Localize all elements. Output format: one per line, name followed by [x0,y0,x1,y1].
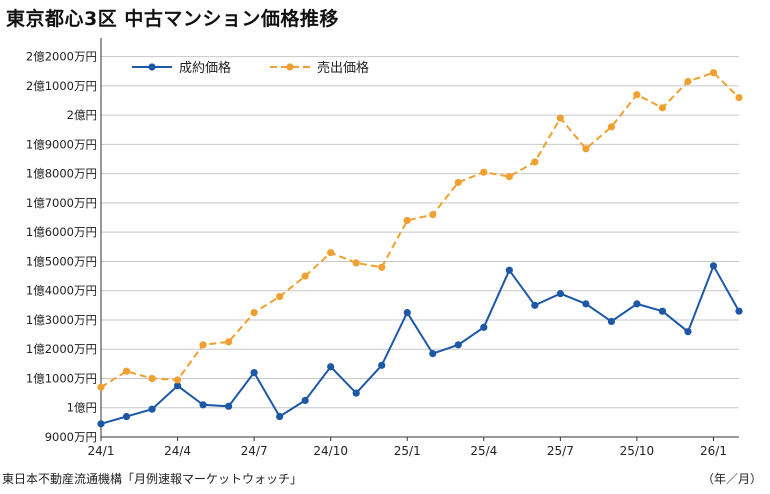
data-point [276,412,284,421]
y-tick-label: 1億3000万円 [26,313,97,327]
data-point [173,376,182,384]
legend: 成約価格 売出価格 [132,60,369,76]
data-point [684,328,692,336]
data-point [225,402,233,410]
data-point [709,69,718,77]
data-point [709,262,718,270]
data-point [250,369,258,377]
data-point [429,211,437,219]
x-tick-label: 25/1 [394,444,421,458]
x-tick-label: 24/1 [88,444,115,458]
data-point [148,405,156,413]
data-point [327,363,335,371]
data-point [301,396,309,405]
data-point [148,374,156,383]
data-point [250,309,258,317]
y-tick-label: 1億8000万円 [26,167,97,181]
y-tick-label: 1億4000万円 [26,284,97,298]
y-tick-label: 2億円 [67,108,97,122]
data-point [199,401,207,409]
data-point [122,412,131,421]
data-point [403,309,411,317]
data-point [633,91,641,99]
data-point [301,272,309,280]
data-point [505,172,513,181]
data-point [199,341,207,349]
data-point [352,389,360,397]
x-tick-label: 24/7 [241,444,268,458]
data-point [582,300,590,308]
y-tick-label: 1億1000万円 [26,371,97,385]
y-tick-label: 1億9000万円 [26,137,97,151]
y-tick-label: 1億2000万円 [26,342,97,356]
data-point [327,249,335,257]
x-tick-label: 25/10 [620,444,655,458]
data-point [607,123,616,131]
x-tick-label: 26/1 [700,444,727,458]
x-tick-label: 24/10 [313,444,348,458]
data-point [607,317,616,326]
data-point [122,367,131,375]
x-axis-unit: （年／月） [701,472,762,486]
data-point [556,290,564,298]
y-tick-label: 1億6000万円 [26,225,97,239]
legend-label: 成約価格 [179,60,231,76]
data-point [225,338,233,346]
data-point [480,168,488,176]
series-line-asking [100,71,740,389]
data-point [735,93,743,102]
data-point [97,383,105,391]
source-note: 東日本不動産流通機構「月例速報マーケットウォッチ」 [2,472,303,486]
data-point [582,145,590,153]
data-point [378,361,386,369]
chart-title: 東京都心3区 中古マンション価格推移 [6,8,339,30]
data-point [505,266,513,274]
data-point [454,341,462,349]
y-tick-label: 2億2000万円 [26,50,97,64]
x-tick-label: 25/7 [547,444,574,458]
y-tick-label: 2億1000万円 [26,79,97,93]
legend-swatch-marker [148,63,156,71]
series-line-contract [100,263,740,425]
y-tick-label: 1億5000万円 [26,254,97,268]
legend-label: 売出価格 [317,60,369,76]
data-point [173,382,182,390]
data-point [429,350,437,358]
data-point [403,216,411,225]
data-point [378,263,386,271]
data-point [684,77,692,86]
data-point [735,307,743,315]
data-point [556,114,564,122]
data-point [352,259,360,267]
data-point [633,300,641,308]
y-tick-label: 1億円 [67,401,97,415]
y-tick-label: 1億7000万円 [26,196,97,210]
data-point [658,104,667,112]
data-point [531,158,539,166]
data-point [97,420,105,428]
x-tick-label: 24/4 [164,444,191,458]
x-tick-label: 25/4 [470,444,497,458]
data-point [276,292,284,301]
data-point [480,323,488,331]
data-point [658,307,667,315]
y-tick-label: 9000万円 [45,430,97,444]
data-point [531,301,539,309]
legend-swatch-marker [286,63,294,71]
data-point [454,178,462,187]
